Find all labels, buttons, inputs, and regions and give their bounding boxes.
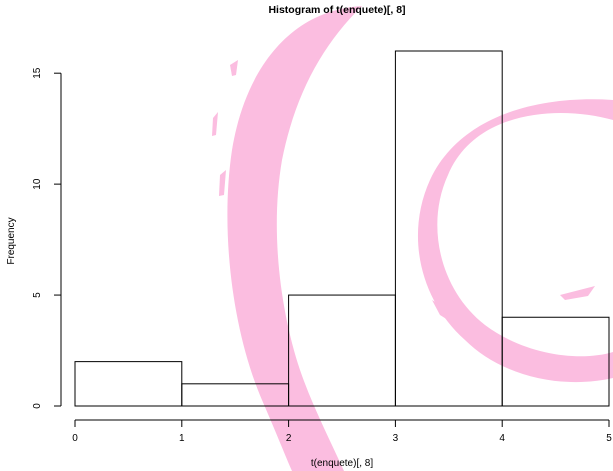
x-tick-label: 0: [72, 433, 78, 444]
y-ticks: 0 5 10 15: [32, 67, 61, 409]
x-tick-label: 3: [393, 433, 399, 444]
y-axis-label: Frequency: [6, 217, 17, 264]
y-tick-label: 5: [32, 292, 43, 298]
debian-swirl-logo: [212, 6, 613, 471]
y-tick-label: 10: [32, 178, 43, 190]
histogram-bar: [501, 316, 610, 407]
x-tick-label: 2: [286, 433, 292, 444]
watermark-fleck: [212, 112, 218, 136]
watermark-fleck: [432, 300, 448, 320]
y-axis: 0 5 10 15: [32, 67, 62, 409]
watermark-swirl-large: [227, 6, 362, 471]
histogram-bar: [394, 50, 503, 407]
x-tick-label: 1: [179, 433, 185, 444]
watermark-fleck: [230, 60, 238, 76]
x-axis: 0 1 2 3 4 5: [72, 419, 612, 444]
watermark-fleck: [219, 170, 226, 196]
x-tick-label: 5: [606, 433, 612, 444]
x-ticks: 0 1 2 3 4 5: [72, 420, 612, 444]
watermark-fleck: [560, 286, 595, 300]
histogram-bar: [74, 361, 183, 407]
y-tick-label: 15: [32, 67, 43, 79]
chart-title: Histogram of t(enquete)[, 8]: [268, 4, 405, 16]
x-axis-label: t(enquete)[, 8]: [311, 458, 373, 469]
histogram-bars: [74, 50, 610, 407]
x-tick-label: 4: [499, 433, 505, 444]
watermark-ring: [417, 99, 613, 383]
y-tick-label: 0: [32, 403, 43, 409]
